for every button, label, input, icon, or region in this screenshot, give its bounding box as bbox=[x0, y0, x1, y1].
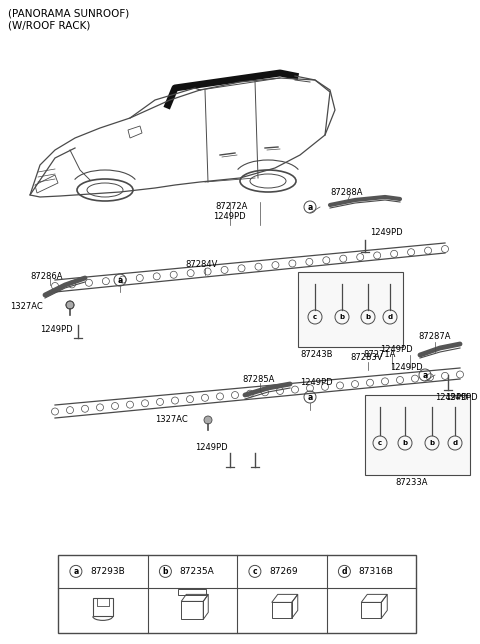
Text: 1327AC: 1327AC bbox=[155, 415, 188, 424]
Text: 87316B: 87316B bbox=[359, 567, 394, 576]
Text: b: b bbox=[402, 440, 408, 446]
Text: 87243B: 87243B bbox=[300, 350, 333, 359]
Text: 87293B: 87293B bbox=[90, 567, 125, 576]
Bar bbox=[58, 555, 416, 633]
Text: 87284V: 87284V bbox=[185, 260, 217, 269]
Text: a: a bbox=[73, 567, 79, 576]
Text: (W/ROOF RACK): (W/ROOF RACK) bbox=[8, 20, 90, 30]
Text: d: d bbox=[387, 314, 393, 320]
Bar bbox=[181, 601, 203, 620]
Text: a: a bbox=[307, 392, 312, 401]
Bar bbox=[93, 598, 113, 616]
Circle shape bbox=[204, 416, 212, 424]
Bar bbox=[178, 589, 206, 596]
Text: 1249PD: 1249PD bbox=[380, 345, 413, 354]
Text: 1249PD: 1249PD bbox=[435, 393, 468, 402]
Text: 1249PD: 1249PD bbox=[370, 228, 403, 237]
Text: 1249PD: 1249PD bbox=[300, 378, 333, 387]
Text: (PANORAMA SUNROOF): (PANORAMA SUNROOF) bbox=[8, 8, 129, 18]
Text: b: b bbox=[339, 314, 345, 320]
Text: b: b bbox=[163, 567, 168, 576]
Text: 87269: 87269 bbox=[269, 567, 298, 576]
Text: 87233A: 87233A bbox=[395, 478, 428, 487]
Text: 87286A: 87286A bbox=[30, 272, 62, 281]
Text: 1327AC: 1327AC bbox=[10, 302, 43, 311]
Text: 87285A: 87285A bbox=[242, 375, 275, 384]
Text: a: a bbox=[422, 370, 428, 379]
Text: 1249PD: 1249PD bbox=[390, 363, 422, 372]
Text: d: d bbox=[453, 440, 457, 446]
Text: a: a bbox=[118, 276, 122, 285]
Circle shape bbox=[66, 301, 74, 309]
Text: 1249PD: 1249PD bbox=[195, 443, 228, 452]
Text: 87283V: 87283V bbox=[350, 353, 383, 362]
Text: b: b bbox=[430, 440, 434, 446]
Text: 87287A: 87287A bbox=[418, 332, 451, 341]
Text: 87271A: 87271A bbox=[363, 350, 396, 359]
Text: 87288A: 87288A bbox=[330, 188, 362, 197]
Bar bbox=[272, 602, 292, 618]
Text: b: b bbox=[365, 314, 371, 320]
Bar bbox=[361, 602, 381, 618]
Text: 87272A: 87272A bbox=[215, 202, 247, 211]
Text: 1249PD: 1249PD bbox=[213, 212, 246, 221]
Text: 87235A: 87235A bbox=[180, 567, 215, 576]
Text: a: a bbox=[307, 202, 312, 211]
Text: 1249PD: 1249PD bbox=[40, 325, 72, 334]
Text: c: c bbox=[252, 567, 257, 576]
Bar bbox=[365, 395, 470, 475]
Text: c: c bbox=[378, 440, 382, 446]
Text: d: d bbox=[342, 567, 347, 576]
Text: 1249PD: 1249PD bbox=[445, 393, 478, 402]
Bar bbox=[298, 272, 403, 347]
Text: c: c bbox=[313, 314, 317, 320]
